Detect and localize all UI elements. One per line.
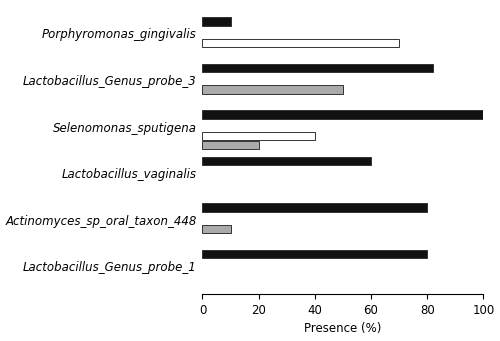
Bar (202, 110, 484, 119)
Bar (202, 250, 427, 258)
Bar (202, 39, 399, 47)
Bar (202, 157, 371, 165)
Bar (202, 132, 315, 140)
Bar (202, 85, 343, 93)
Bar (202, 141, 258, 149)
Bar (202, 17, 230, 26)
Bar (202, 203, 427, 212)
Bar (202, 64, 433, 72)
X-axis label: Presence (%): Presence (%) (304, 323, 382, 336)
Bar (202, 225, 230, 233)
